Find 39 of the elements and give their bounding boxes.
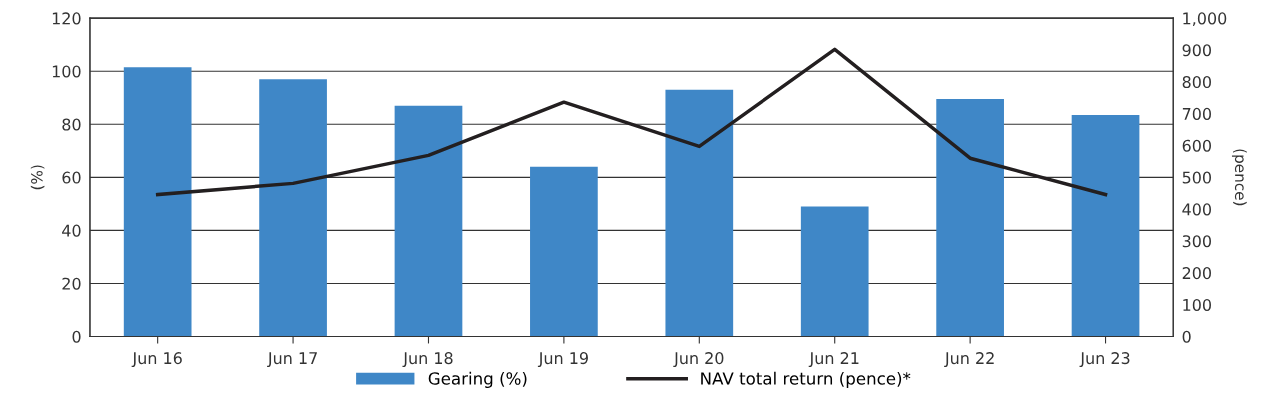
y2-tick-label: 100: [1183, 298, 1211, 311]
bar: [665, 89, 734, 337]
y-tick-label: 20: [62, 277, 81, 290]
y2-axis-title: (pence): [1231, 149, 1247, 206]
y2-tick-label: 500: [1182, 171, 1211, 184]
x-tick-label: Jun 17: [267, 352, 317, 368]
line-series: [155, 47, 1108, 197]
y2-tick-label: 1,000: [1183, 12, 1227, 27]
y2-tick-label: 300: [1182, 235, 1211, 248]
y2-tick-label: 600: [1182, 139, 1211, 152]
x-tick-label: Jun 22: [944, 352, 994, 368]
bar: [936, 99, 1004, 337]
y-tick-label: 100: [52, 65, 81, 78]
bar: [1071, 114, 1140, 337]
x-tick-label: Jun 16: [131, 352, 182, 368]
legend-label: NAV total return (pence)*: [701, 371, 911, 388]
bar: [530, 166, 598, 337]
y-tick-label: 80: [62, 118, 81, 131]
x-tick-label: Jun 21: [808, 352, 859, 368]
y-tick-label: 0: [72, 330, 81, 343]
bar: [800, 206, 869, 337]
y2-tick-label: 700: [1182, 107, 1211, 120]
y2-tick-label: 900: [1182, 44, 1211, 57]
y-tick-label: 60: [62, 171, 81, 184]
x-tick-label: Jun 18: [402, 352, 453, 368]
bar: [394, 105, 463, 337]
y2-tick-label: 0: [1182, 330, 1191, 343]
bar: [259, 79, 327, 337]
x-tick-label: Jun 20: [673, 352, 724, 368]
bar: [123, 67, 192, 337]
y2-tick-label: 800: [1182, 76, 1211, 89]
y2-tick-label: 400: [1182, 203, 1211, 216]
legend-label: Gearing (%): [428, 371, 527, 388]
y2-tick-label: 200: [1182, 267, 1211, 280]
x-tick-label: Jun 19: [537, 352, 588, 368]
y-tick-label: 40: [62, 224, 81, 237]
y-axis-title: (%): [30, 165, 45, 190]
y-tick-label: 120: [52, 12, 81, 25]
x-tick-label: Jun 23: [1079, 352, 1130, 368]
